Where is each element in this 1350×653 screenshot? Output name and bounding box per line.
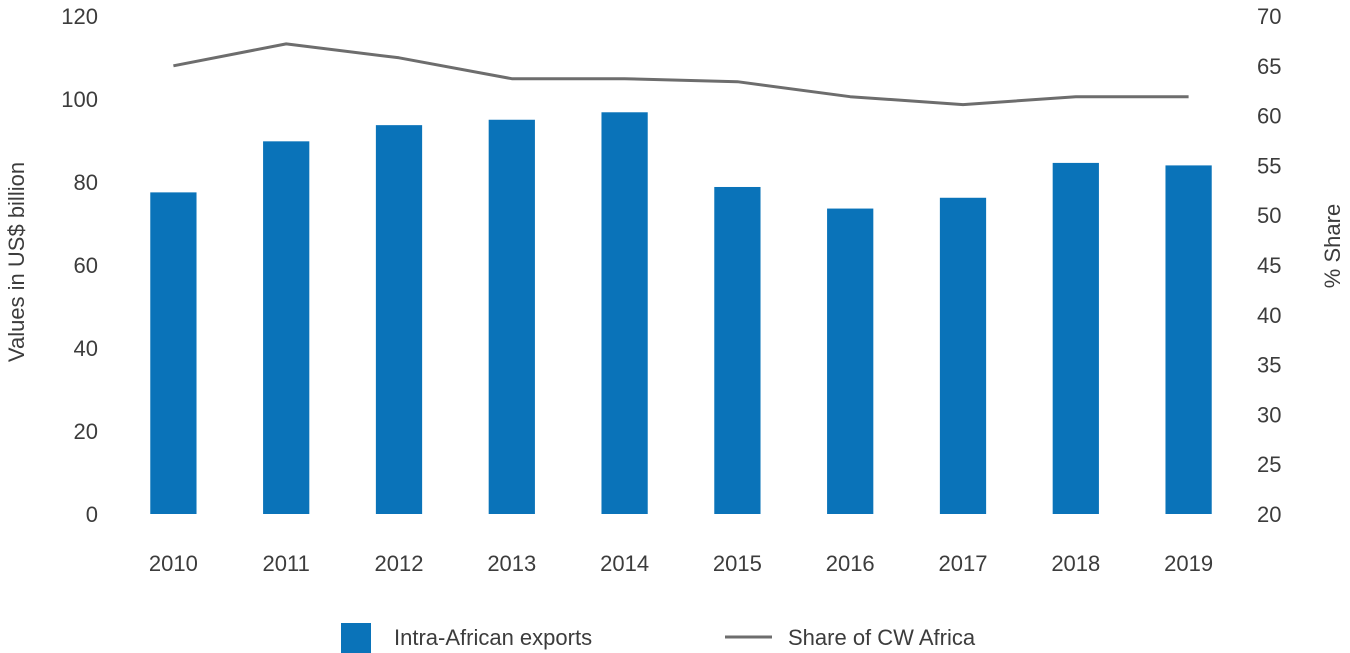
y2-axis-ticks: 20 25 30 35 40 45 50 55 60 65 70 bbox=[1257, 4, 1281, 527]
line-series bbox=[173, 42, 1189, 107]
bar-2014 bbox=[601, 112, 648, 514]
y2-tick-label: 60 bbox=[1257, 104, 1281, 129]
share-line bbox=[173, 42, 1189, 107]
bar-2011 bbox=[263, 141, 310, 514]
bar-2012 bbox=[375, 125, 423, 515]
x-tick-label: 2017 bbox=[939, 551, 988, 576]
y-tick-label: 120 bbox=[61, 4, 98, 29]
bar-2013 bbox=[488, 119, 535, 514]
y2-tick-label: 70 bbox=[1257, 4, 1281, 29]
y2-tick-label: 65 bbox=[1257, 54, 1281, 79]
bar-2018 bbox=[1052, 162, 1099, 514]
y-axis-ticks: 0 20 40 60 80 100 120 bbox=[61, 4, 98, 527]
y-tick-label: 60 bbox=[74, 253, 98, 278]
y-tick-label: 100 bbox=[61, 87, 98, 112]
bar-2016 bbox=[827, 208, 874, 514]
y2-tick-label: 20 bbox=[1257, 502, 1281, 527]
legend: Intra-African exports Share of CW Africa bbox=[341, 623, 976, 653]
y2-tick-label: 45 bbox=[1257, 253, 1281, 278]
x-tick-label: 2019 bbox=[1164, 551, 1213, 576]
x-tick-label: 2018 bbox=[1051, 551, 1100, 576]
y2-tick-label: 40 bbox=[1257, 303, 1281, 328]
bar-2015 bbox=[714, 186, 761, 515]
y-tick-label: 80 bbox=[74, 170, 98, 195]
y2-tick-label: 50 bbox=[1257, 203, 1281, 228]
y2-tick-label: 25 bbox=[1257, 452, 1281, 477]
y-tick-label: 20 bbox=[74, 419, 98, 444]
x-tick-label: 2013 bbox=[487, 551, 536, 576]
bar-2017 bbox=[939, 197, 987, 514]
bar-2019 bbox=[1165, 165, 1212, 514]
x-tick-label: 2012 bbox=[375, 551, 424, 576]
bar-series bbox=[150, 112, 1212, 515]
y-tick-label: 0 bbox=[86, 502, 98, 527]
x-tick-label: 2016 bbox=[826, 551, 875, 576]
x-tick-label: 2015 bbox=[713, 551, 762, 576]
y-tick-label: 40 bbox=[74, 336, 98, 361]
y2-tick-label: 55 bbox=[1257, 153, 1281, 178]
x-axis-ticks: 2010 2011 2012 2013 2014 2015 2016 2017 2018 2019 bbox=[149, 551, 1213, 576]
bar-2010 bbox=[150, 192, 197, 514]
legend-label-line: Share of CW Africa bbox=[788, 625, 976, 650]
legend-label-bar: Intra-African exports bbox=[394, 625, 592, 650]
y-axis-title: Values in US$ billion bbox=[4, 162, 29, 362]
x-tick-label: 2011 bbox=[263, 551, 310, 576]
y2-axis-title: % Share bbox=[1320, 204, 1345, 288]
y2-tick-label: 30 bbox=[1257, 402, 1281, 427]
y2-tick-label: 35 bbox=[1257, 353, 1281, 378]
x-tick-label: 2014 bbox=[600, 551, 649, 576]
legend-swatch-bar bbox=[341, 623, 371, 653]
x-tick-label: 2010 bbox=[149, 551, 198, 576]
